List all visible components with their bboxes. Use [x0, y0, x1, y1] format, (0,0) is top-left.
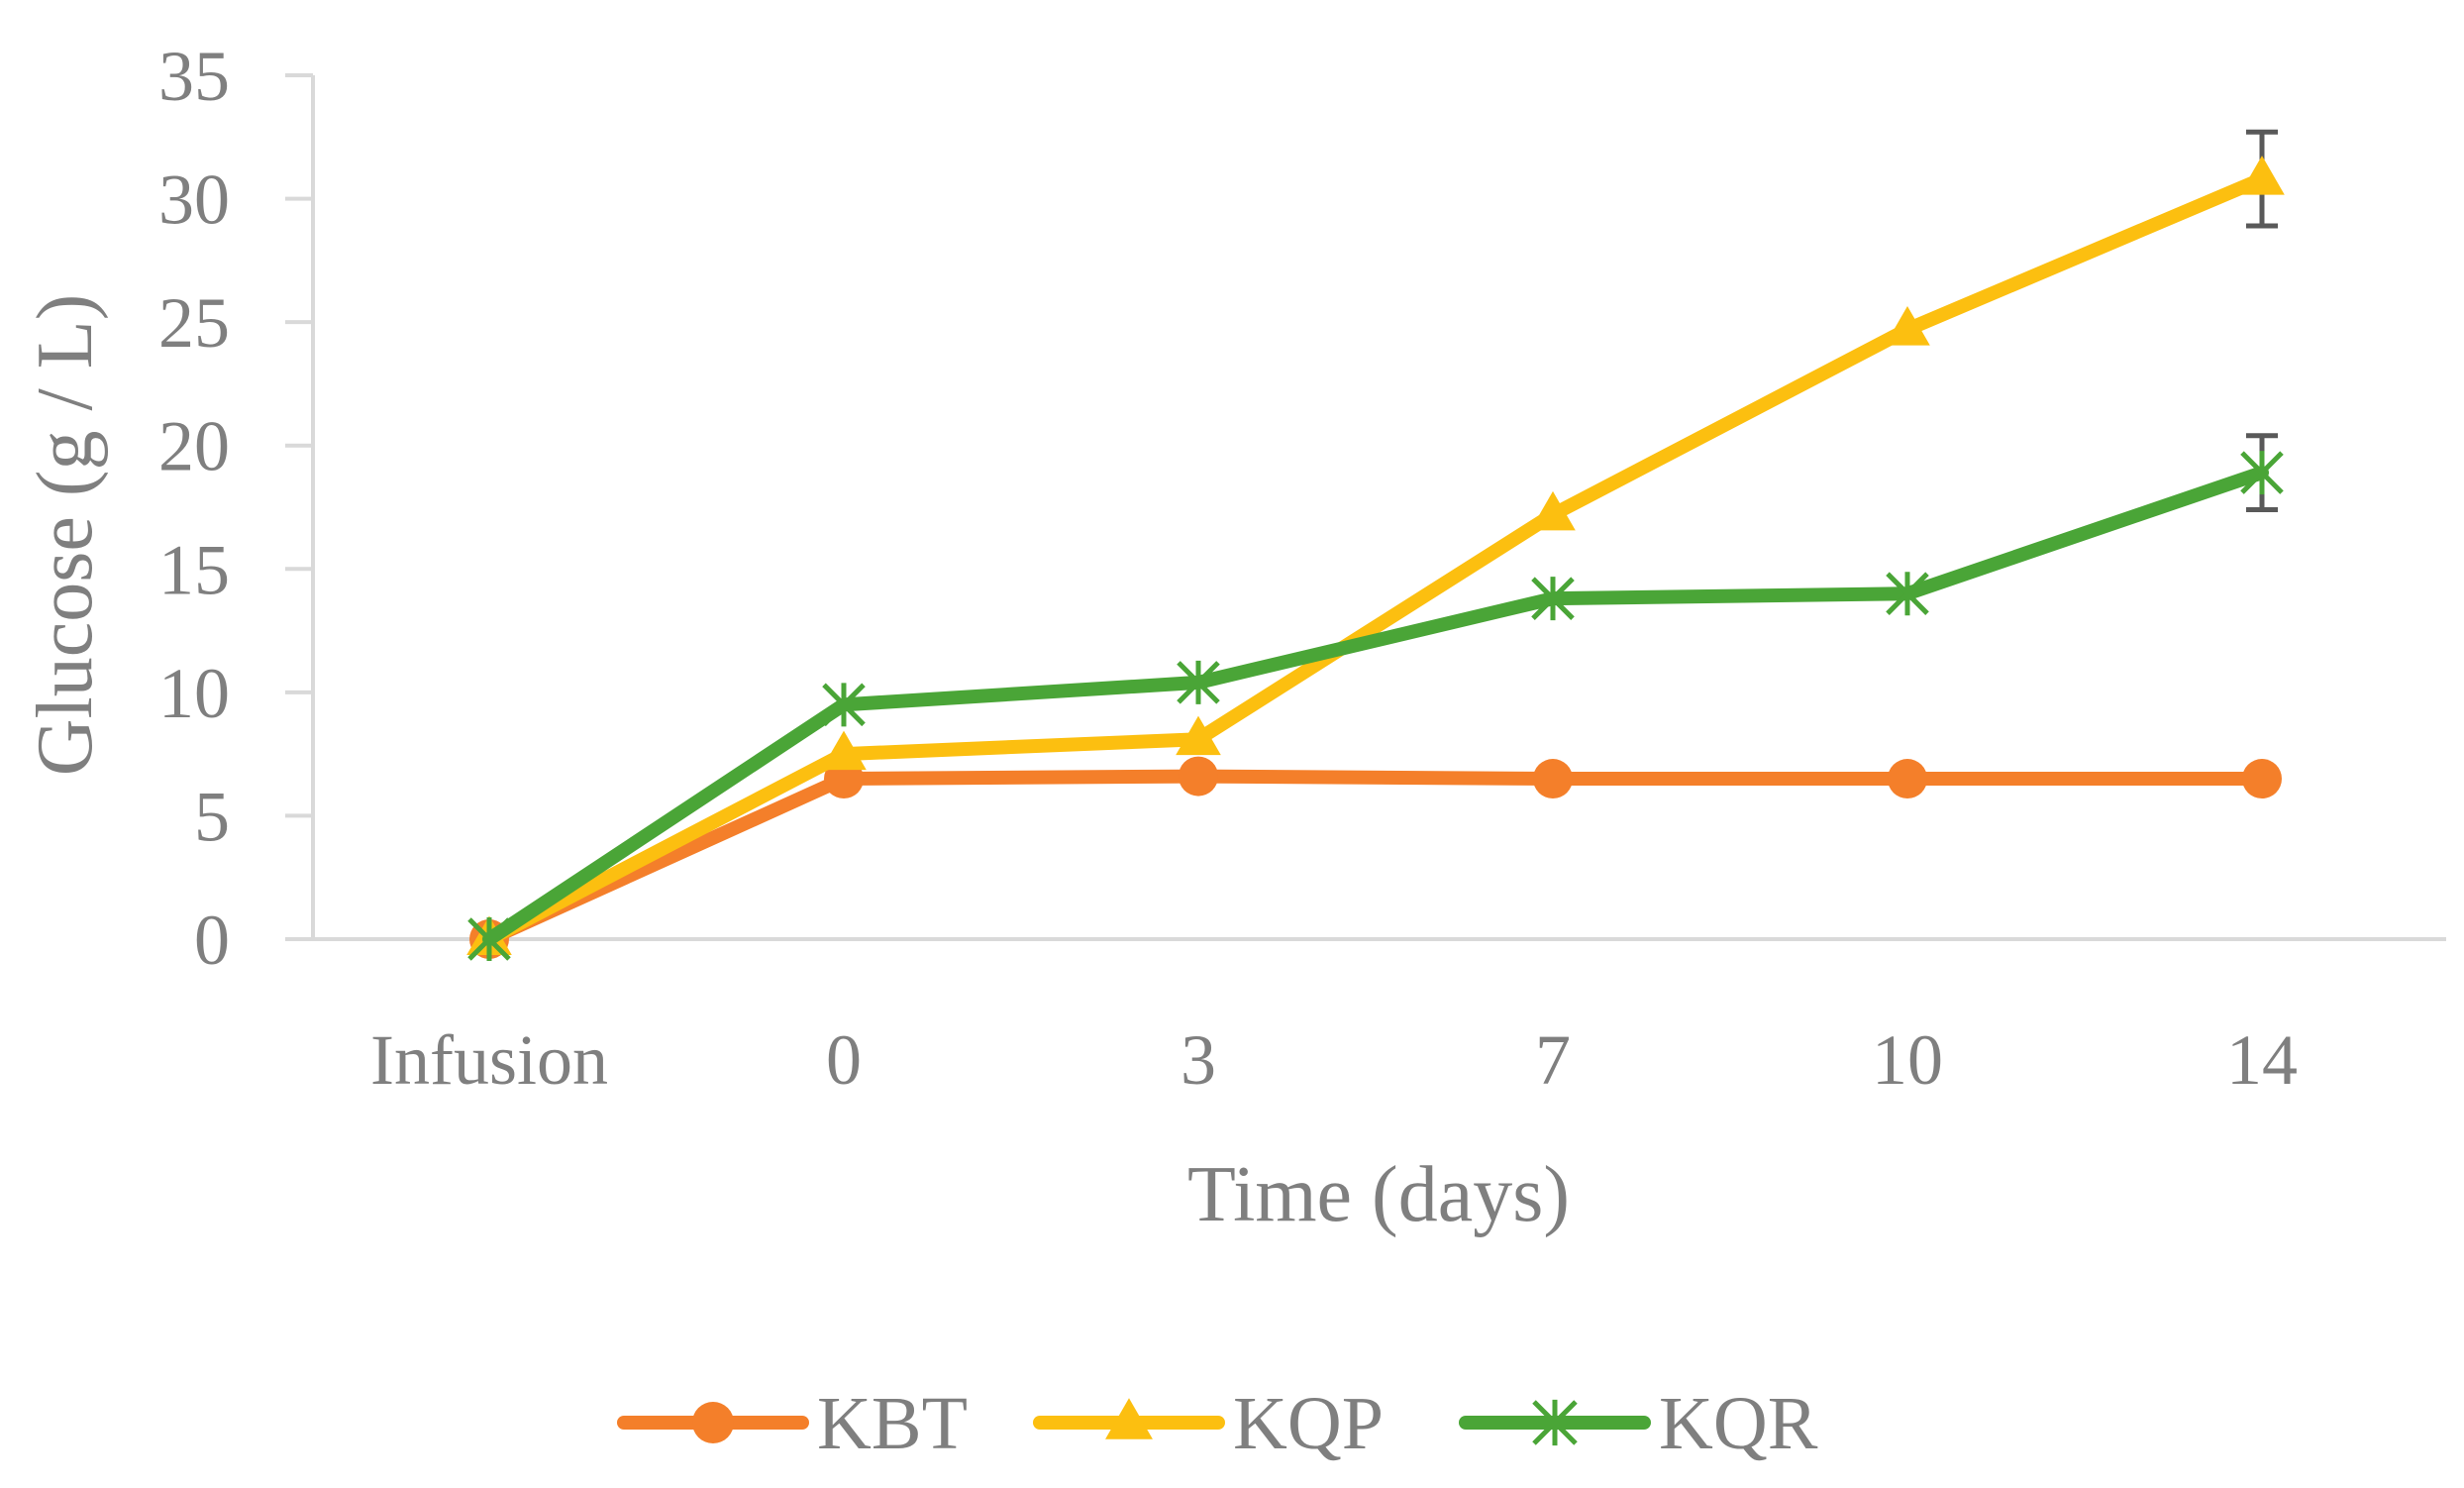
circle-marker: [692, 1402, 734, 1443]
series-line: [482, 466, 2269, 946]
legend-label: KQR: [1659, 1382, 1818, 1465]
star-marker: [2240, 451, 2284, 495]
circle-marker: [2242, 759, 2282, 799]
series-line: [482, 769, 2269, 946]
x-axis-title: Time (days): [1187, 1151, 1570, 1238]
triangle-marker: [1105, 1398, 1153, 1439]
y-axis-title: Glucose (g / L): [22, 294, 109, 777]
circle-marker: [1888, 759, 1927, 799]
star-marker: [467, 917, 511, 961]
y-tick-label: 25: [158, 283, 230, 363]
series-kqp: [466, 129, 2285, 955]
legend-item-kqr: KQR: [1459, 1382, 1818, 1465]
y-tick-label: 20: [158, 407, 230, 486]
star-marker: [1886, 572, 1929, 616]
x-tick-labels: Infusion 0 3 7 10 14: [370, 1020, 2298, 1100]
y-tick-label: 5: [194, 777, 230, 856]
triangle-marker: [1885, 306, 1930, 346]
triangle-marker: [1530, 490, 1576, 531]
y-tick-labels: 0 5 10 15 20 25 30 35: [158, 37, 230, 980]
x-tick-label: 7: [1535, 1020, 1571, 1100]
circle-marker: [1179, 756, 1218, 797]
star-marker: [1531, 577, 1575, 621]
x-tick-label: 14: [2226, 1020, 2298, 1100]
triangle-marker: [1176, 715, 1221, 756]
series-kqr: [467, 433, 2284, 961]
series-line: [482, 171, 2269, 946]
star-marker: [1532, 1399, 1578, 1446]
x-tick-label: 3: [1181, 1020, 1216, 1100]
triangle-marker: [821, 730, 867, 771]
x-tick-label: 0: [826, 1020, 862, 1100]
y-tick-label: 30: [158, 160, 230, 240]
series-group: [466, 129, 2285, 961]
legend: KBT KQP KQR: [617, 1382, 1818, 1465]
triangle-marker: [2239, 156, 2285, 195]
legend-label: KBT: [817, 1382, 968, 1465]
series-kbt: [469, 756, 2282, 959]
x-tick-label: Infusion: [370, 1020, 608, 1100]
legend-label: KQP: [1233, 1382, 1384, 1465]
star-marker: [822, 683, 866, 727]
x-tick-label: 10: [1872, 1020, 1943, 1100]
y-tick-label: 35: [158, 37, 230, 116]
y-tick-label: 10: [158, 654, 230, 733]
legend-item-kbt: KBT: [617, 1382, 968, 1465]
circle-marker: [1533, 759, 1573, 799]
legend-item-kqp: KQP: [1033, 1382, 1384, 1465]
y-tick-label: 15: [158, 530, 230, 609]
star-marker: [1177, 660, 1220, 704]
y-tick-label: 0: [194, 901, 230, 980]
axes: [285, 73, 2446, 941]
